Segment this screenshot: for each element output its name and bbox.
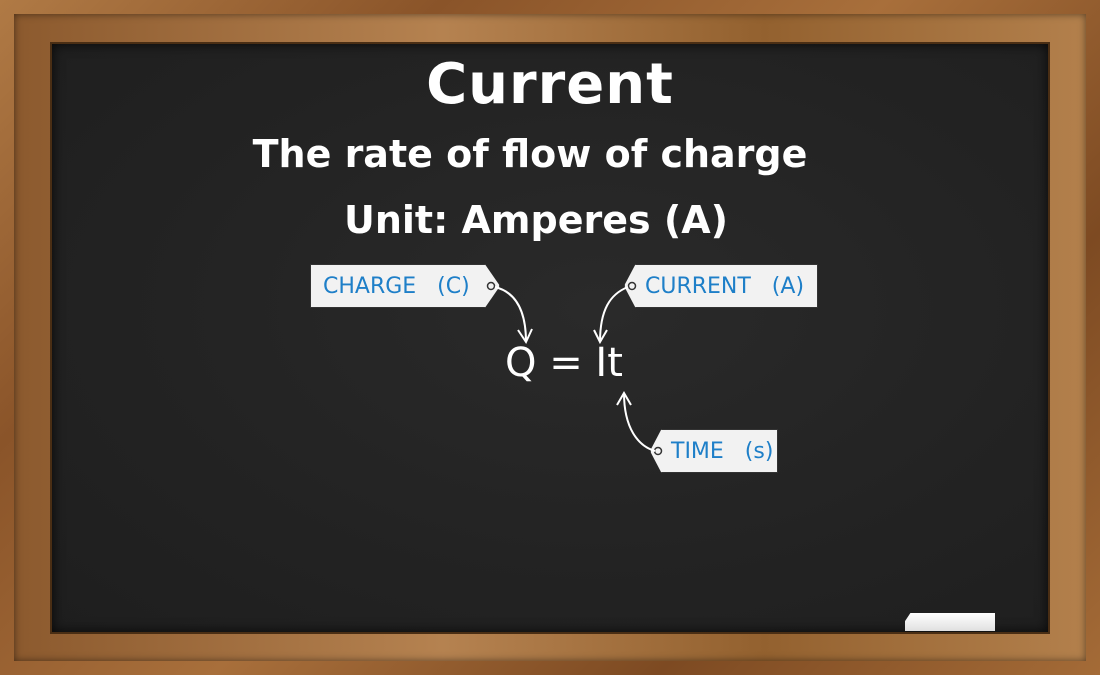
charge-tag: CHARGE (C)	[310, 264, 500, 308]
time-tag-label: TIME (s)	[671, 438, 774, 464]
title: Current	[426, 52, 674, 117]
chalk-stick	[905, 613, 995, 631]
definition: The rate of flow of charge	[252, 132, 808, 176]
time-tag: TIME (s)	[650, 429, 778, 473]
unit-label: Unit: Amperes (A)	[343, 198, 728, 242]
equation: Q = It	[505, 340, 623, 386]
chalkboard	[52, 44, 1048, 632]
current-tag: CURRENT (A)	[624, 264, 818, 308]
current-tag-label: CURRENT (A)	[645, 273, 805, 299]
charge-tag-label: CHARGE (C)	[323, 273, 470, 299]
